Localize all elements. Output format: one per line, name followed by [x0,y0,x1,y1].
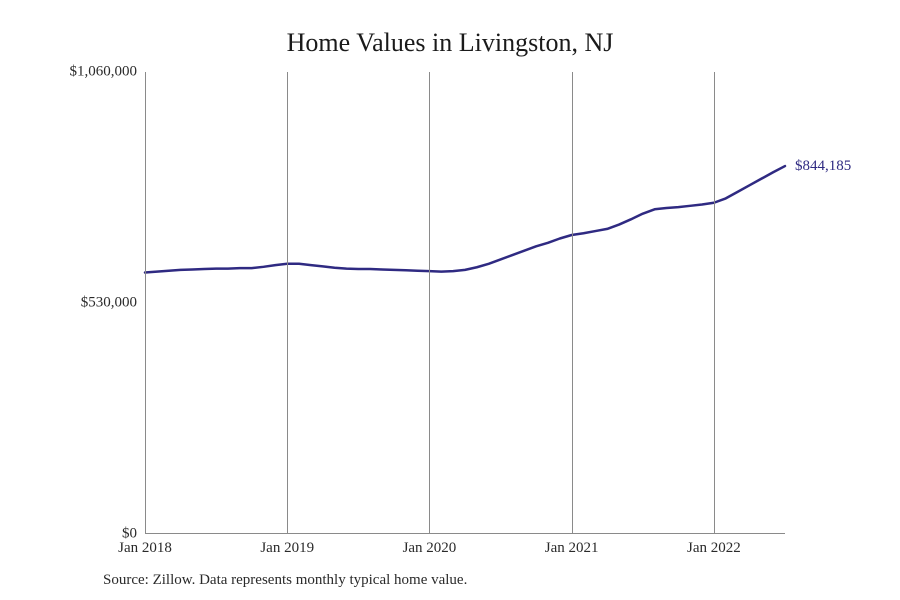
x-tick-label: Jan 2020 [403,534,457,557]
plot-area: $844,185 Jan 2018Jan 2019Jan 2020Jan 202… [145,72,785,534]
x-tick-label: Jan 2019 [260,534,314,557]
series-end-label: $844,185 [795,158,851,175]
series-path [145,166,785,272]
gridline [287,72,288,534]
line-series [145,72,785,534]
y-tick-label: $1,060,000 [70,64,146,81]
gridline [429,72,430,534]
gridline [572,72,573,534]
x-tick-label: Jan 2021 [545,534,599,557]
gridline [145,72,146,534]
x-tick-label: Jan 2022 [687,534,741,557]
source-note: Source: Zillow. Data represents monthly … [103,572,467,589]
y-tick-label: $530,000 [81,295,145,312]
chart-title: Home Values in Livingston, NJ [0,28,900,58]
y-tick-label: $0 [122,526,145,543]
gridline [714,72,715,534]
